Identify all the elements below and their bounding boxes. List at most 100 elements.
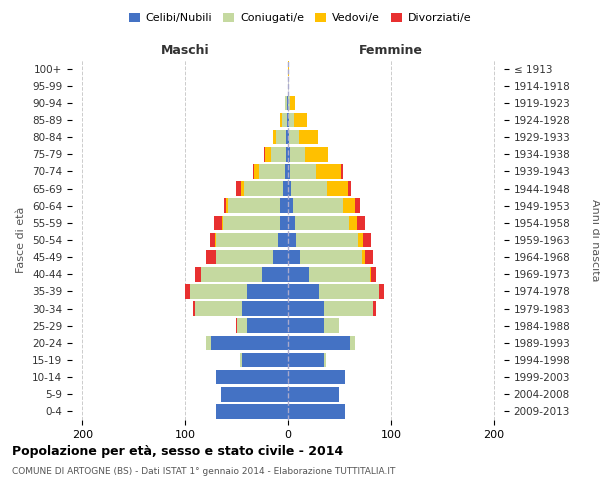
Bar bbox=[288, 147, 290, 162]
Bar bbox=[343, 198, 355, 213]
Text: Popolazione per età, sesso e stato civile - 2014: Popolazione per età, sesso e stato civil… bbox=[12, 445, 343, 458]
Bar bbox=[319, 284, 379, 298]
Bar bbox=[190, 284, 247, 298]
Legend: Celibi/Nubili, Coniugati/e, Vedovi/e, Divorziati/e: Celibi/Nubili, Coniugati/e, Vedovi/e, Di… bbox=[124, 8, 476, 28]
Bar bbox=[373, 302, 376, 316]
Bar bbox=[215, 232, 216, 248]
Bar bbox=[379, 284, 383, 298]
Bar bbox=[280, 216, 288, 230]
Bar bbox=[224, 198, 226, 213]
Bar bbox=[288, 302, 324, 316]
Bar bbox=[185, 284, 190, 298]
Bar bbox=[206, 250, 216, 264]
Bar bbox=[289, 112, 294, 128]
Bar bbox=[275, 130, 286, 144]
Bar bbox=[247, 318, 288, 333]
Bar bbox=[254, 164, 259, 178]
Bar bbox=[316, 164, 341, 178]
Bar bbox=[242, 302, 288, 316]
Bar bbox=[288, 370, 344, 384]
Bar bbox=[341, 164, 343, 178]
Bar bbox=[241, 182, 244, 196]
Text: COMUNE DI ARTOGNE (BS) - Dati ISTAT 1° gennaio 2014 - Elaborazione TUTTITALIA.IT: COMUNE DI ARTOGNE (BS) - Dati ISTAT 1° g… bbox=[12, 468, 395, 476]
Bar bbox=[288, 130, 289, 144]
Bar bbox=[290, 164, 316, 178]
Bar bbox=[288, 404, 344, 418]
Bar bbox=[288, 284, 319, 298]
Bar bbox=[289, 130, 299, 144]
Bar bbox=[327, 182, 347, 196]
Bar bbox=[294, 112, 307, 128]
Bar bbox=[271, 147, 286, 162]
Bar bbox=[226, 198, 229, 213]
Bar bbox=[308, 267, 370, 281]
Text: Femmine: Femmine bbox=[359, 44, 423, 57]
Bar bbox=[288, 182, 291, 196]
Bar bbox=[299, 130, 318, 144]
Bar bbox=[278, 232, 288, 248]
Bar bbox=[216, 370, 288, 384]
Bar bbox=[288, 96, 290, 110]
Bar bbox=[242, 352, 288, 368]
Bar bbox=[288, 352, 324, 368]
Bar bbox=[288, 318, 324, 333]
Bar bbox=[290, 147, 305, 162]
Bar bbox=[229, 198, 280, 213]
Bar bbox=[196, 302, 242, 316]
Bar bbox=[221, 387, 288, 402]
Bar bbox=[282, 112, 287, 128]
Bar bbox=[287, 96, 288, 110]
Bar bbox=[296, 232, 358, 248]
Bar bbox=[216, 404, 288, 418]
Bar bbox=[288, 267, 308, 281]
Bar bbox=[363, 232, 371, 248]
Bar bbox=[288, 198, 293, 213]
Bar bbox=[280, 112, 282, 128]
Bar bbox=[193, 302, 196, 316]
Bar bbox=[216, 250, 272, 264]
Bar bbox=[349, 216, 357, 230]
Bar bbox=[288, 232, 296, 248]
Text: Maschi: Maschi bbox=[161, 44, 209, 57]
Bar bbox=[288, 250, 301, 264]
Bar bbox=[265, 147, 271, 162]
Bar bbox=[239, 352, 242, 368]
Bar bbox=[357, 216, 365, 230]
Bar bbox=[305, 147, 328, 162]
Bar bbox=[262, 267, 288, 281]
Bar bbox=[288, 387, 340, 402]
Bar bbox=[288, 216, 295, 230]
Bar bbox=[206, 336, 211, 350]
Bar bbox=[216, 232, 278, 248]
Y-axis label: Fasce di età: Fasce di età bbox=[16, 207, 26, 273]
Y-axis label: Anni di nascita: Anni di nascita bbox=[590, 198, 600, 281]
Bar bbox=[285, 164, 288, 178]
Bar bbox=[362, 250, 365, 264]
Bar bbox=[365, 250, 373, 264]
Bar bbox=[324, 318, 340, 333]
Bar bbox=[236, 182, 241, 196]
Bar bbox=[347, 182, 351, 196]
Bar bbox=[280, 198, 288, 213]
Bar bbox=[370, 267, 371, 281]
Bar bbox=[293, 198, 343, 213]
Bar bbox=[283, 182, 288, 196]
Bar bbox=[214, 216, 222, 230]
Bar bbox=[236, 318, 247, 333]
Bar bbox=[358, 232, 363, 248]
Bar bbox=[223, 216, 280, 230]
Bar bbox=[324, 302, 373, 316]
Bar bbox=[288, 336, 350, 350]
Bar bbox=[196, 267, 200, 281]
Bar bbox=[200, 267, 262, 281]
Bar bbox=[288, 112, 289, 128]
Bar bbox=[301, 250, 362, 264]
Bar bbox=[285, 96, 287, 110]
Bar bbox=[287, 112, 288, 128]
Bar bbox=[286, 130, 288, 144]
Bar bbox=[272, 250, 288, 264]
Bar bbox=[288, 62, 289, 76]
Bar bbox=[355, 198, 360, 213]
Bar bbox=[211, 336, 288, 350]
Bar bbox=[244, 182, 283, 196]
